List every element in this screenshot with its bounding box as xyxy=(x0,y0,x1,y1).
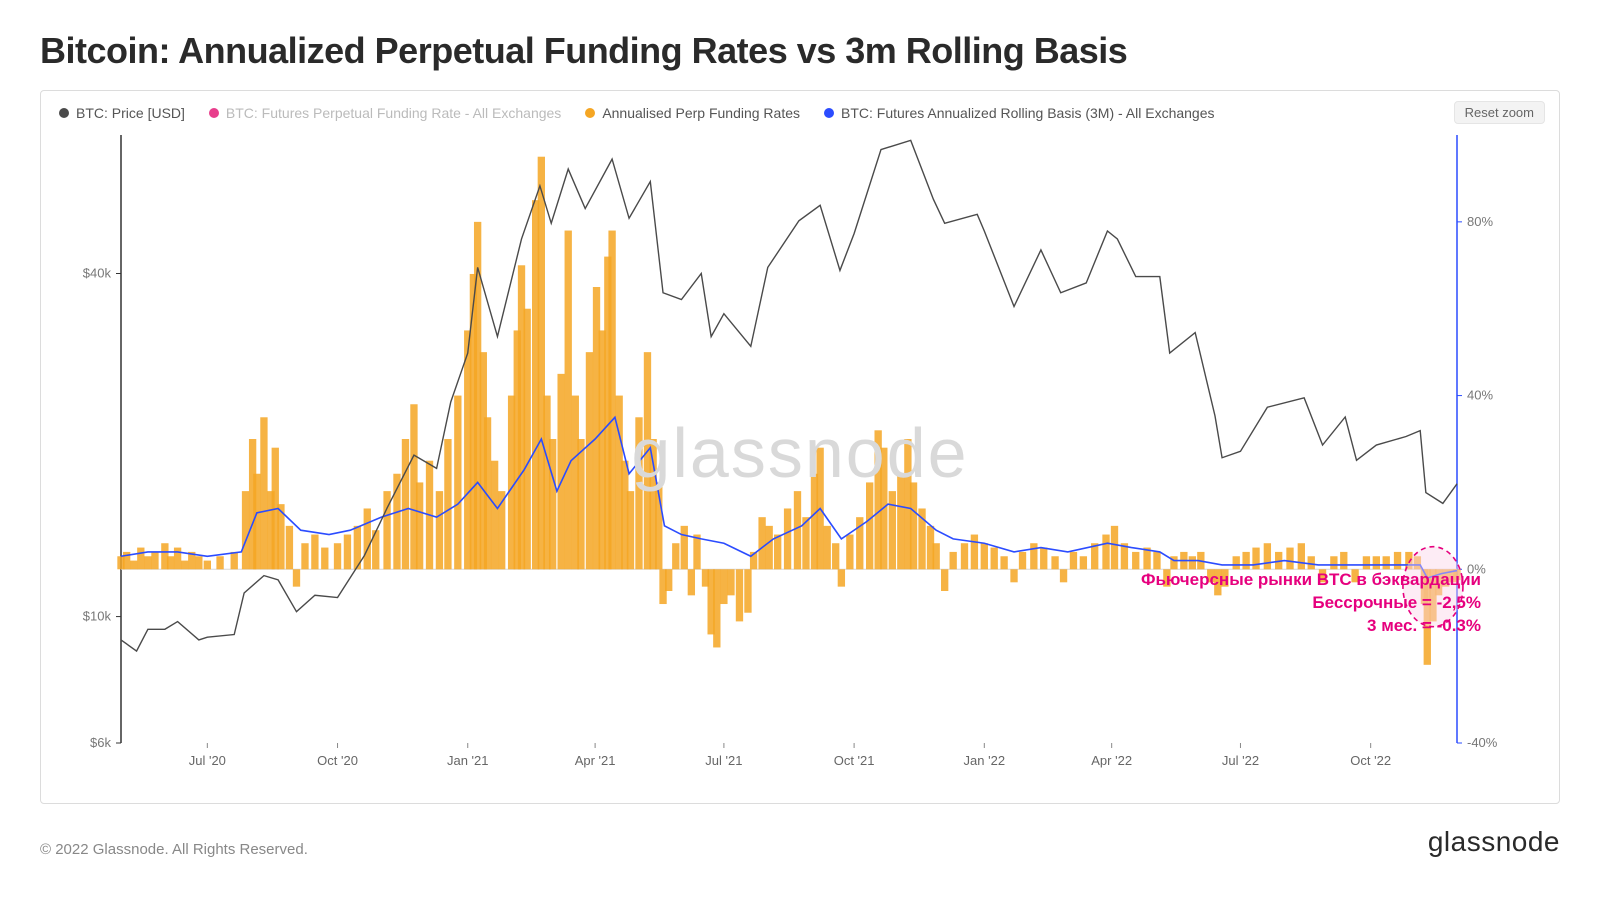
chart-frame: Reset zoom BTC: Price [USD] BTC: Futures… xyxy=(40,90,1560,804)
svg-text:Apr '21: Apr '21 xyxy=(575,753,616,768)
svg-text:Apr '22: Apr '22 xyxy=(1091,753,1132,768)
legend-item-perp-ann[interactable]: Annualised Perp Funding Rates xyxy=(585,105,800,121)
svg-text:Oct '22: Oct '22 xyxy=(1350,753,1391,768)
legend-item-price[interactable]: BTC: Price [USD] xyxy=(59,105,185,121)
svg-text:Jul '22: Jul '22 xyxy=(1222,753,1259,768)
svg-text:Oct '21: Oct '21 xyxy=(834,753,875,768)
legend-dot-icon xyxy=(59,108,69,118)
reset-zoom-button[interactable]: Reset zoom xyxy=(1454,101,1545,124)
legend-item-perp-raw[interactable]: BTC: Futures Perpetual Funding Rate - Al… xyxy=(209,105,561,121)
svg-text:Oct '20: Oct '20 xyxy=(317,753,358,768)
chart-svg: $6k $10k $40k -40% 0% 40% 80% Jul '20 Oct '20 Jan… xyxy=(59,127,1519,777)
brand-logo: glassnode xyxy=(1428,826,1560,858)
legend-label: BTC: Futures Annualized Rolling Basis (3… xyxy=(841,105,1215,121)
svg-text:Jan '21: Jan '21 xyxy=(447,753,489,768)
svg-text:-40%: -40% xyxy=(1467,735,1498,750)
svg-text:80%: 80% xyxy=(1467,214,1493,229)
legend-label: BTC: Futures Perpetual Funding Rate - Al… xyxy=(226,105,561,121)
svg-text:$10k: $10k xyxy=(83,609,112,624)
legend-dot-icon xyxy=(585,108,595,118)
svg-text:$40k: $40k xyxy=(83,265,112,280)
svg-text:Jul '20: Jul '20 xyxy=(189,753,226,768)
plot-area[interactable]: glassnode $6k$10k$40k-40%0%40%80%Jul '20… xyxy=(59,127,1541,787)
legend: BTC: Price [USD] BTC: Futures Perpetual … xyxy=(59,105,1541,121)
legend-dot-icon xyxy=(824,108,834,118)
chart-title: Bitcoin: Annualized Perpetual Funding Ra… xyxy=(40,30,1560,72)
copyright: © 2022 Glassnode. All Rights Reserved. xyxy=(40,841,308,858)
legend-dot-icon xyxy=(209,108,219,118)
legend-label: BTC: Price [USD] xyxy=(76,105,185,121)
legend-item-basis3m[interactable]: BTC: Futures Annualized Rolling Basis (3… xyxy=(824,105,1215,121)
legend-label: Annualised Perp Funding Rates xyxy=(602,105,800,121)
svg-text:40%: 40% xyxy=(1467,388,1493,403)
svg-text:0%: 0% xyxy=(1467,561,1486,576)
svg-text:Jul '21: Jul '21 xyxy=(705,753,742,768)
svg-text:Jan '22: Jan '22 xyxy=(964,753,1006,768)
svg-text:$6k: $6k xyxy=(90,735,111,750)
